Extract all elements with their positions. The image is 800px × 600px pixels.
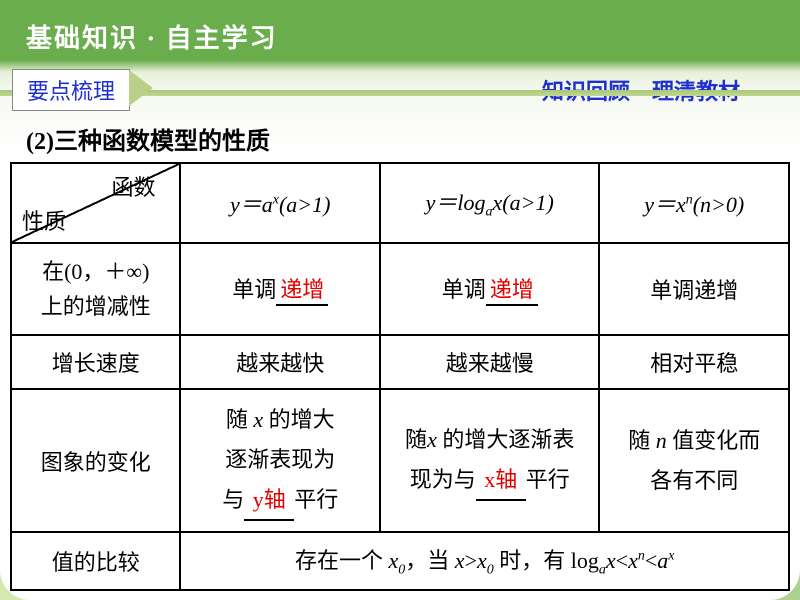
- col-header-exponential: y＝ax(a>1): [180, 163, 379, 243]
- blank-answer: 递增: [486, 272, 538, 306]
- cell-speed-exp: 越来越快: [180, 335, 379, 389]
- row-label-graphchange: 图象的变化: [11, 389, 180, 532]
- cell-mono-exp: 单调递增: [180, 243, 379, 335]
- table-row-growthspeed: 增长速度 越来越快 越来越慢 相对平稳: [11, 335, 789, 389]
- cell-mono-log: 单调递增: [380, 243, 600, 335]
- col-header-power: y＝xn(n>0): [599, 163, 789, 243]
- table-row-graphchange: 图象的变化 随 x 的增大 逐渐表现为 与y轴平行 随x 的增大逐渐表 现为与x…: [11, 389, 789, 532]
- cell-graph-exp: 随 x 的增大 逐渐表现为 与y轴平行: [180, 389, 379, 532]
- diag-top-label: 函数: [111, 170, 155, 202]
- blank-answer: 递增: [276, 272, 328, 306]
- table-header-row: 函数 性质 y＝ax(a>1) y＝logax(a>1) y＝xn(n>0): [11, 163, 789, 243]
- table-row-comparison: 值的比较 存在一个 x0，当 x>x0 时，有 logax<xn<ax: [11, 532, 789, 589]
- cell-graph-log: 随x 的增大逐渐表 现为与x轴平行: [380, 389, 600, 532]
- cell-speed-log: 越来越慢: [380, 335, 600, 389]
- cell-graph-pow: 随 n 值变化而 各有不同: [599, 389, 789, 532]
- diagonal-header-cell: 函数 性质: [11, 163, 180, 243]
- row-label-comparison: 值的比较: [11, 532, 180, 589]
- row-label-growthspeed: 增长速度: [11, 335, 180, 389]
- cell-speed-pow: 相对平稳: [599, 335, 789, 389]
- blank-answer: x轴: [476, 460, 526, 502]
- col-header-logarithmic: y＝logax(a>1): [380, 163, 600, 243]
- content-area: (2)三种函数模型的性质 函数 性质 y＝ax(a>1) y＝logax(a>1…: [0, 111, 800, 591]
- function-properties-table: 函数 性质 y＝ax(a>1) y＝logax(a>1) y＝xn(n>0) 在…: [10, 162, 790, 591]
- cell-comparison-merged: 存在一个 x0，当 x>x0 时，有 logax<xn<ax: [180, 532, 789, 589]
- table-row-monotonicity: 在(0，＋∞)上的增减性 单调递增 单调递增 单调递增: [11, 243, 789, 335]
- slide-container: 基础知识 · 自主学习 要点梳理 知识回顾 理清教材 (2)三种函数模型的性质 …: [0, 0, 800, 600]
- breadcrumb: 要点梳理: [12, 69, 130, 111]
- cell-mono-pow: 单调递增: [599, 243, 789, 335]
- subheader-bar: 要点梳理 知识回顾 理清教材: [0, 69, 800, 111]
- section-title: (2)三种函数模型的性质: [8, 121, 792, 156]
- diag-bottom-label: 性质: [22, 204, 66, 236]
- blank-answer: y轴: [244, 480, 294, 522]
- row-label-monotonicity: 在(0，＋∞)上的增减性: [11, 243, 180, 335]
- main-title: 基础知识 · 自主学习: [0, 18, 800, 55]
